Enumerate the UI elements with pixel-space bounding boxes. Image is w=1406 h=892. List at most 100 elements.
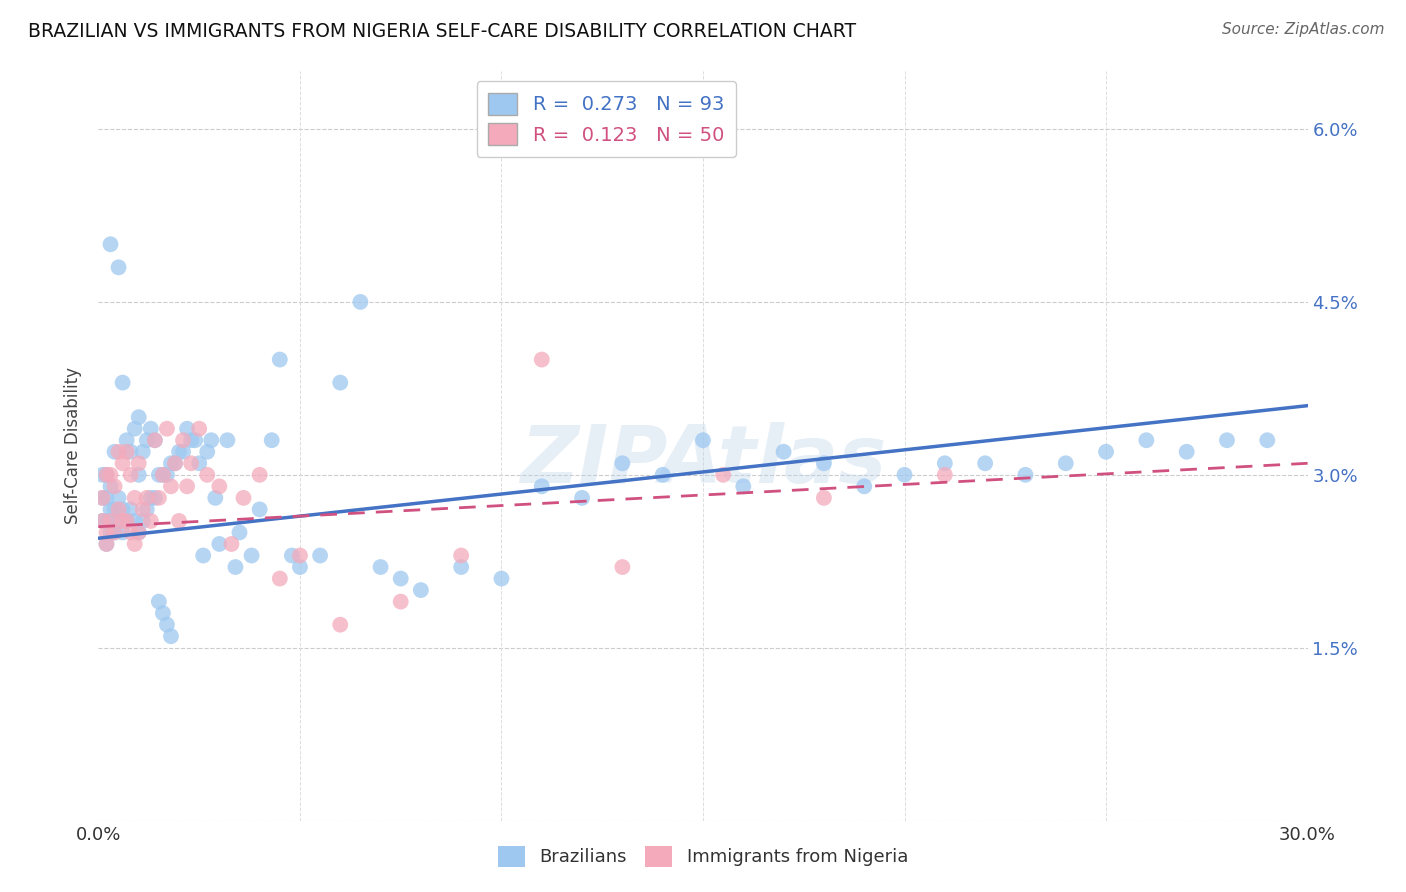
Point — [195, 467, 218, 482]
Point — [124, 491, 146, 505]
Point — [120, 444, 142, 458]
Point — [148, 594, 170, 608]
Text: Source: ZipAtlas.com: Source: ZipAtlas.com — [1222, 22, 1385, 37]
Point — [249, 502, 271, 516]
Point — [148, 491, 170, 505]
Point — [100, 502, 122, 516]
Point — [172, 434, 194, 448]
Point — [193, 549, 215, 563]
Point — [128, 467, 150, 482]
Point — [1054, 456, 1077, 470]
Point — [172, 444, 194, 458]
Point — [96, 537, 118, 551]
Point — [91, 514, 114, 528]
Point — [208, 479, 231, 493]
Point — [269, 572, 291, 586]
Point — [96, 467, 118, 482]
Point — [232, 491, 254, 505]
Point — [91, 491, 114, 505]
Point — [103, 525, 125, 540]
Point — [269, 352, 291, 367]
Point — [128, 525, 150, 540]
Point — [124, 514, 146, 528]
Point — [208, 537, 231, 551]
Point — [370, 560, 392, 574]
Point — [329, 617, 352, 632]
Point — [100, 479, 122, 493]
Point — [160, 629, 183, 643]
Point — [491, 572, 513, 586]
Point — [651, 467, 673, 482]
Point — [240, 549, 263, 563]
Point — [813, 456, 835, 470]
Point — [132, 444, 155, 458]
Legend: Brazilians, Immigrants from Nigeria: Brazilians, Immigrants from Nigeria — [491, 838, 915, 874]
Point — [288, 549, 311, 563]
Point — [132, 514, 155, 528]
Point — [221, 537, 243, 551]
Point — [120, 467, 142, 482]
Point — [96, 467, 118, 482]
Point — [100, 514, 122, 528]
Point — [450, 560, 472, 574]
Point — [772, 444, 794, 458]
Point — [156, 617, 179, 632]
Point — [530, 479, 553, 493]
Point — [152, 606, 174, 620]
Point — [107, 502, 129, 516]
Point — [389, 594, 412, 608]
Point — [143, 491, 166, 505]
Point — [107, 491, 129, 505]
Point — [152, 467, 174, 482]
Text: BRAZILIAN VS IMMIGRANTS FROM NIGERIA SELF-CARE DISABILITY CORRELATION CHART: BRAZILIAN VS IMMIGRANTS FROM NIGERIA SEL… — [28, 22, 856, 41]
Point — [111, 525, 134, 540]
Point — [128, 525, 150, 540]
Point — [115, 514, 138, 528]
Point — [115, 444, 138, 458]
Point — [163, 456, 186, 470]
Y-axis label: Self-Care Disability: Self-Care Disability — [65, 368, 83, 524]
Point — [1175, 444, 1198, 458]
Point — [1216, 434, 1239, 448]
Point — [893, 467, 915, 482]
Point — [107, 260, 129, 275]
Point — [217, 434, 239, 448]
Point — [139, 422, 162, 436]
Point — [389, 572, 412, 586]
Point — [409, 583, 432, 598]
Point — [135, 502, 157, 516]
Point — [176, 479, 198, 493]
Point — [813, 491, 835, 505]
Point — [249, 467, 271, 482]
Point — [180, 434, 202, 448]
Point — [228, 525, 250, 540]
Point — [135, 434, 157, 448]
Point — [100, 525, 122, 540]
Point — [195, 444, 218, 458]
Legend: R =  0.273   N = 93, R =  0.123   N = 50: R = 0.273 N = 93, R = 0.123 N = 50 — [477, 81, 735, 157]
Point — [167, 514, 190, 528]
Point — [184, 434, 207, 448]
Point — [612, 456, 634, 470]
Point — [176, 422, 198, 436]
Point — [450, 549, 472, 563]
Point — [200, 434, 222, 448]
Point — [733, 479, 755, 493]
Point — [152, 467, 174, 482]
Point — [100, 237, 122, 252]
Point — [163, 456, 186, 470]
Point — [120, 502, 142, 516]
Point — [139, 491, 162, 505]
Point — [124, 422, 146, 436]
Point — [571, 491, 593, 505]
Point — [120, 525, 142, 540]
Point — [156, 422, 179, 436]
Point — [128, 410, 150, 425]
Point — [132, 502, 155, 516]
Point — [91, 514, 114, 528]
Point — [1014, 467, 1036, 482]
Point — [1135, 434, 1157, 448]
Point — [96, 537, 118, 551]
Point — [530, 352, 553, 367]
Point — [281, 549, 304, 563]
